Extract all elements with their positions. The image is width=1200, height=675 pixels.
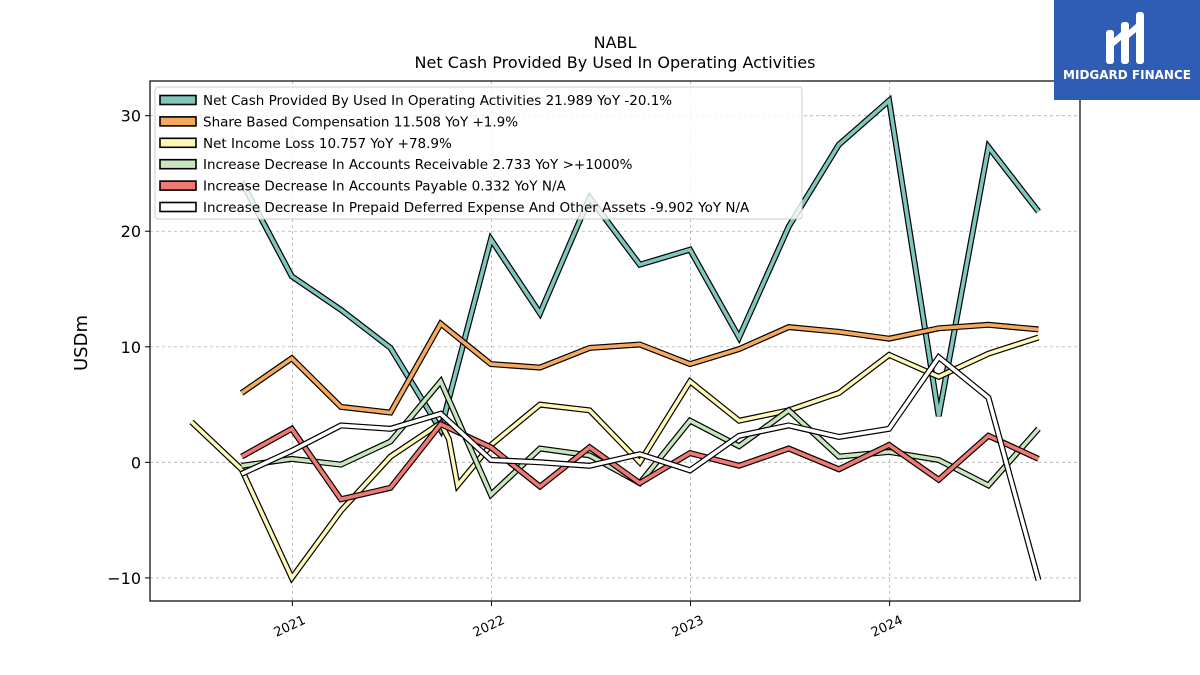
legend-box bbox=[154, 86, 803, 220]
series-line-outline bbox=[241, 375, 1041, 500]
x-tick-label: 2024 bbox=[869, 613, 905, 641]
legend-swatch bbox=[159, 180, 197, 191]
legend-label: Net Income Loss 10.757 YoY +78.9% bbox=[203, 136, 452, 152]
x-tick-label: 2023 bbox=[670, 613, 706, 641]
legend-label: Net Cash Provided By Used In Operating A… bbox=[203, 93, 672, 109]
y-axis-label: USDm bbox=[71, 315, 92, 371]
legend-item: Increase Decrease In Prepaid Deferred Ex… bbox=[159, 200, 750, 216]
brand-mark-icon bbox=[1106, 12, 1144, 64]
series-0 bbox=[238, 94, 1041, 438]
legend-item: Increase Decrease In Accounts Receivable… bbox=[159, 157, 633, 173]
brand-name: MIDGARD FINANCE bbox=[1063, 68, 1191, 82]
legend-item: Increase Decrease In Accounts Payable 0.… bbox=[159, 179, 566, 195]
series-1 bbox=[239, 319, 1039, 416]
y-tick-label: 0 bbox=[131, 453, 141, 472]
y-tick-label: −10 bbox=[107, 569, 141, 588]
legend-item: Net Income Loss 10.757 YoY +78.9% bbox=[159, 136, 452, 152]
legend-label: Increase Decrease In Prepaid Deferred Ex… bbox=[203, 200, 750, 216]
series-line bbox=[240, 97, 1040, 435]
legend-item: Net Cash Provided By Used In Operating A… bbox=[159, 93, 672, 109]
series-lines bbox=[189, 94, 1042, 584]
series-line bbox=[190, 335, 1040, 582]
series-line bbox=[240, 354, 1041, 581]
series-2 bbox=[189, 334, 1040, 584]
chart-title: NABL bbox=[594, 33, 637, 52]
legend-swatch bbox=[159, 116, 197, 127]
legend-swatch bbox=[159, 94, 197, 106]
brand-logo: MIDGARD FINANCE bbox=[1054, 0, 1200, 100]
legend: Net Cash Provided By Used In Operating A… bbox=[154, 86, 803, 220]
x-tick-label: 2021 bbox=[272, 613, 308, 641]
series-3 bbox=[241, 375, 1041, 500]
legend-swatch bbox=[159, 201, 197, 213]
series-5 bbox=[240, 352, 1042, 581]
legend-item: Share Based Compensation 11.508 YoY +1.9… bbox=[159, 114, 518, 130]
y-tick-label: 30 bbox=[121, 107, 141, 126]
legend-label: Increase Decrease In Accounts Payable 0.… bbox=[203, 179, 566, 195]
x-tick-label: 2022 bbox=[471, 613, 507, 641]
series-4 bbox=[240, 420, 1040, 503]
series-line bbox=[241, 378, 1040, 498]
y-tick-label: 10 bbox=[121, 338, 141, 357]
plot-frame bbox=[149, 80, 1081, 602]
legend-label: Share Based Compensation 11.508 YoY +1.9… bbox=[203, 114, 518, 130]
chart-subtitle: Net Cash Provided By Used In Operating A… bbox=[415, 53, 816, 72]
legend-swatch bbox=[159, 137, 197, 149]
series-line bbox=[240, 421, 1040, 502]
series-line bbox=[240, 320, 1039, 415]
y-tick-label: 20 bbox=[121, 222, 141, 241]
legend-swatch bbox=[159, 158, 197, 170]
legend-label: Increase Decrease In Accounts Receivable… bbox=[203, 157, 633, 173]
